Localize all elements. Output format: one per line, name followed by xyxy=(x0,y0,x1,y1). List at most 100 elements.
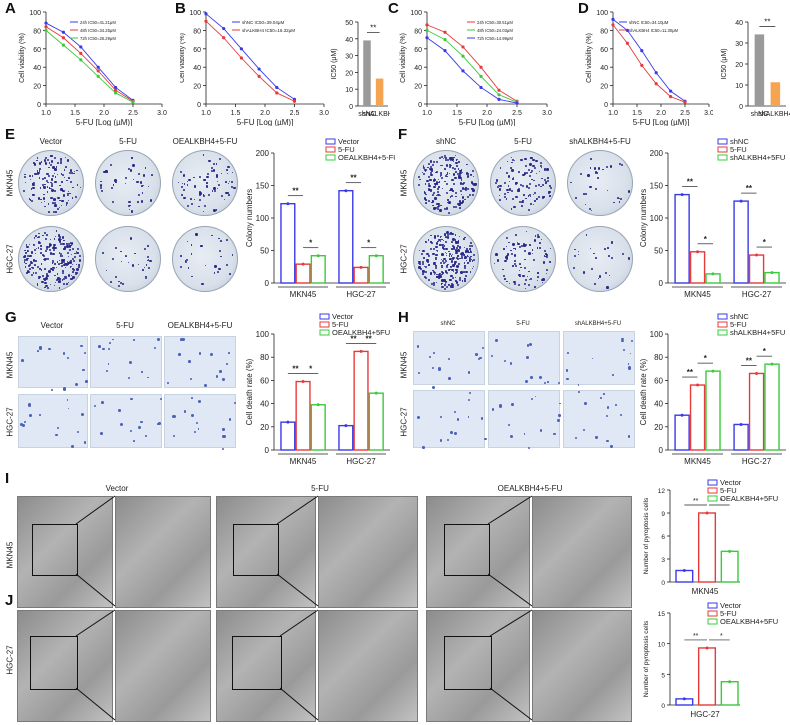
specimen-dot xyxy=(511,253,514,256)
specimen-dot xyxy=(216,271,219,274)
G-sig-label-1-1: ** xyxy=(366,334,373,343)
specimen-dot xyxy=(211,170,214,173)
specimen-dot xyxy=(52,269,54,271)
specimen-dot xyxy=(25,244,28,246)
specimen-dot xyxy=(525,185,528,188)
specimen-dot xyxy=(454,154,456,156)
specimen-dot xyxy=(455,281,459,284)
specimen-dot xyxy=(446,176,448,178)
specimen-dot xyxy=(439,439,443,442)
specimen-dot xyxy=(477,357,480,361)
specimen-dot xyxy=(49,249,51,252)
specimen-dot xyxy=(543,255,545,257)
specimen-dot xyxy=(455,249,458,253)
specimen-dot xyxy=(227,165,230,169)
F-point-1-2 xyxy=(770,271,774,275)
specimen-dot xyxy=(65,156,67,159)
specimen-dot xyxy=(42,193,45,196)
specimen-dot xyxy=(530,171,532,174)
specimen-dot xyxy=(142,174,146,177)
specimen-dot xyxy=(473,253,476,257)
specimen-dot xyxy=(451,283,454,286)
specimen-dot xyxy=(472,183,476,187)
specimen-dot xyxy=(231,180,233,183)
I-point-1 xyxy=(705,511,709,515)
F-dish-MKN45-sh xyxy=(567,150,633,216)
specimen-dot xyxy=(465,270,468,274)
specimen-dot xyxy=(213,272,216,274)
G-legend-label-2: OEALKBH4+5FU xyxy=(332,328,390,337)
specimen-dot xyxy=(127,204,131,208)
specimen-dot xyxy=(531,169,534,172)
specimen-dot xyxy=(545,268,548,271)
F-legend-swatch-1 xyxy=(717,146,728,153)
specimen-dot xyxy=(466,249,470,253)
specimen-dot xyxy=(450,194,454,198)
specimen-dot xyxy=(214,190,216,193)
specimen-dot xyxy=(54,235,57,238)
specimen-dot xyxy=(467,416,470,418)
specimen-dot xyxy=(27,403,31,407)
specimen-dot xyxy=(131,157,133,159)
specimen-dot xyxy=(101,400,105,404)
specimen-dot xyxy=(444,282,447,285)
specimen-dot xyxy=(517,171,520,174)
specimen-dot xyxy=(445,175,448,178)
specimen-dot xyxy=(421,171,424,174)
specimen-dot xyxy=(496,185,499,188)
specimen-dot xyxy=(51,262,54,264)
specimen-dot xyxy=(69,177,71,179)
specimen-dot xyxy=(93,404,97,408)
specimen-dot xyxy=(63,247,67,250)
I-img-vector-box xyxy=(32,524,78,576)
specimen-dot xyxy=(132,339,135,341)
E-legend-swatch-2 xyxy=(325,154,336,161)
specimen-dot xyxy=(444,287,447,290)
specimen-dot xyxy=(508,241,510,244)
H-sig-label-1-1: * xyxy=(763,347,767,356)
specimen-dot xyxy=(54,274,56,276)
H-point-1-2 xyxy=(770,362,774,366)
specimen-dot xyxy=(446,172,449,175)
specimen-dot xyxy=(29,263,32,266)
specimen-dot xyxy=(454,238,456,240)
specimen-dot xyxy=(440,275,442,277)
specimen-dot xyxy=(58,240,61,243)
specimen-dot xyxy=(109,280,112,283)
specimen-dot xyxy=(438,186,440,188)
specimen-dot xyxy=(532,193,535,196)
specimen-dot xyxy=(50,197,53,200)
H-legend-label-0: shNC xyxy=(730,312,749,321)
specimen-dot xyxy=(422,249,425,253)
specimen-dot xyxy=(441,165,443,167)
specimen-dot xyxy=(64,262,67,266)
specimen-dot xyxy=(32,244,36,247)
specimen-dot xyxy=(218,157,221,160)
specimen-dot xyxy=(70,259,72,262)
specimen-dot xyxy=(417,416,421,420)
specimen-dot xyxy=(451,284,454,287)
specimen-dot xyxy=(452,160,455,163)
C-series-0-point-4 xyxy=(497,88,501,92)
specimen-dot xyxy=(454,279,456,282)
specimen-dot xyxy=(458,173,461,176)
specimen-dot xyxy=(46,286,49,289)
C-series-2-point-3 xyxy=(479,85,483,90)
specimen-dot xyxy=(432,160,435,163)
specimen-dot xyxy=(444,251,447,253)
specimen-dot xyxy=(132,178,135,181)
specimen-dot xyxy=(495,253,498,256)
specimen-dot xyxy=(77,247,80,250)
specimen-dot xyxy=(66,179,68,181)
G-col-title-0: Vector xyxy=(40,321,64,330)
specimen-dot xyxy=(459,169,462,172)
specimen-dot xyxy=(33,236,36,239)
specimen-dot xyxy=(32,161,35,164)
specimen-dot xyxy=(428,264,430,266)
specimen-dot xyxy=(120,260,123,263)
specimen-dot xyxy=(70,170,72,172)
specimen-dot xyxy=(54,176,56,178)
specimen-dot xyxy=(577,250,580,253)
specimen-dot xyxy=(450,232,452,235)
